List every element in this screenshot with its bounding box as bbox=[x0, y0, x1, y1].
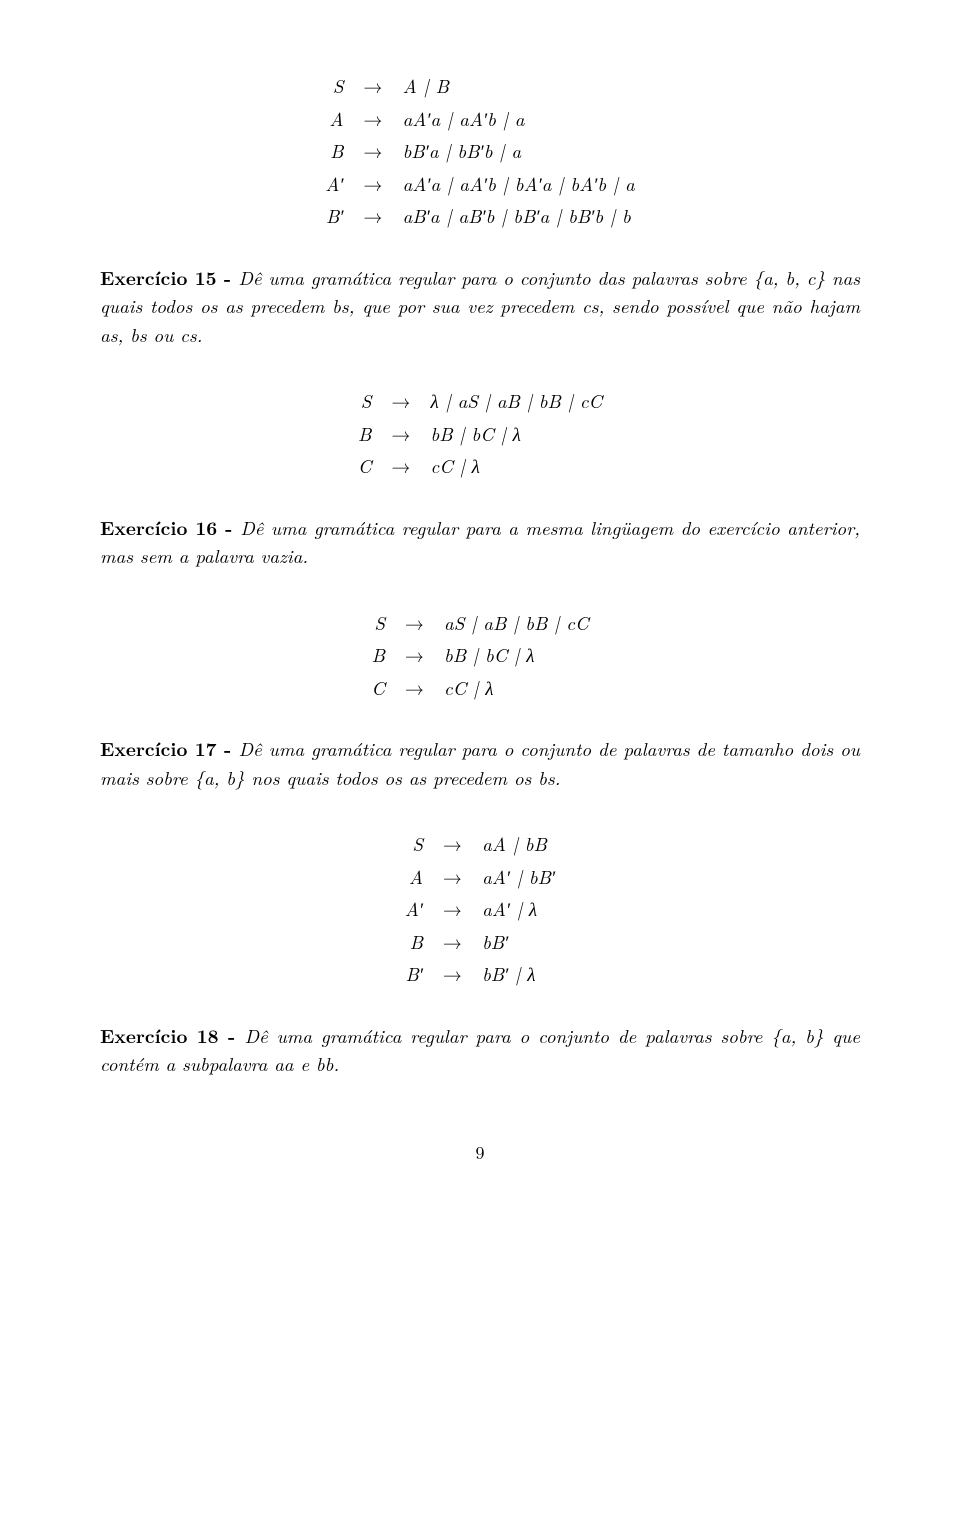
rule-left: S bbox=[319, 70, 349, 103]
rule-right: bB′ | λ bbox=[476, 958, 561, 991]
rule-right: aA′a | aA′b | a bbox=[397, 103, 641, 136]
exercise-15-para: Exercício 15 - Dê uma gramática regular … bbox=[100, 263, 860, 350]
exercise-15-title: Exercício 15 - bbox=[100, 263, 238, 291]
rule-right: aA | bB bbox=[476, 828, 561, 861]
grammar-row: S → A | B bbox=[319, 70, 640, 103]
rule-right: bB | bC | λ bbox=[424, 418, 608, 451]
rule-right: aS | aB | bB | cC bbox=[438, 607, 595, 640]
rule-arrow: → bbox=[377, 450, 424, 483]
rule-left: C bbox=[352, 450, 378, 483]
grammar-row: S → aA | bB bbox=[399, 828, 561, 861]
rule-arrow: → bbox=[350, 168, 397, 201]
rule-right: bB | bC | λ bbox=[438, 639, 595, 672]
rule-left: A′ bbox=[319, 168, 349, 201]
rule-arrow: → bbox=[350, 103, 397, 136]
grammar-row: S → λ | aS | aB | bB | cC bbox=[352, 385, 608, 418]
rule-right: λ | aS | aB | bB | cC bbox=[424, 385, 608, 418]
rule-left: B bbox=[352, 418, 378, 451]
exercise-16-para: Exercício 16 - Dê uma gramática regular … bbox=[100, 513, 860, 571]
rule-arrow: → bbox=[377, 418, 424, 451]
rule-right: cC | λ bbox=[438, 672, 595, 705]
rule-arrow: → bbox=[429, 926, 476, 959]
rule-arrow: → bbox=[429, 861, 476, 894]
rule-left: B bbox=[319, 135, 349, 168]
grammar-block-3: S → aS | aB | bB | cC B → bB | bC | λ C … bbox=[365, 607, 594, 705]
rule-right: aB′a | aB′b | bB′a | bB′b | b bbox=[397, 200, 641, 233]
grammar-row: A → aA′a | aA′b | a bbox=[319, 103, 640, 136]
rule-left: A bbox=[399, 861, 429, 894]
rule-right: A | B bbox=[397, 70, 641, 103]
grammar-row: B → bB′a | bB′b | a bbox=[319, 135, 640, 168]
grammar-row: S → aS | aB | bB | cC bbox=[365, 607, 594, 640]
rule-left: C bbox=[365, 672, 391, 705]
rule-right: aA′ | λ bbox=[476, 893, 561, 926]
grammar-block-4: S → aA | bB A → aA′ | bB′ A′ → aA′ | λ B… bbox=[399, 828, 561, 991]
exercise-18-para: Exercício 18 - Dê uma gramática regular … bbox=[100, 1021, 860, 1079]
grammar-row: B → bB | bC | λ bbox=[352, 418, 608, 451]
rule-arrow: → bbox=[391, 607, 438, 640]
rule-right: aA′a | aA′b | bA′a | bA′b | a bbox=[397, 168, 641, 201]
grammar-row: C → cC | λ bbox=[352, 450, 608, 483]
rule-arrow: → bbox=[350, 70, 397, 103]
rule-left: A′ bbox=[399, 893, 429, 926]
grammar-row: B → bB′ bbox=[399, 926, 561, 959]
page-number: 9 bbox=[100, 1139, 860, 1166]
rule-right: bB′ bbox=[476, 926, 561, 959]
grammar-row: A → aA′ | bB′ bbox=[399, 861, 561, 894]
rule-left: B′ bbox=[319, 200, 349, 233]
grammar-row: C → cC | λ bbox=[365, 672, 594, 705]
rule-arrow: → bbox=[377, 385, 424, 418]
exercise-16-title: Exercício 16 - bbox=[100, 513, 240, 541]
rule-arrow: → bbox=[350, 200, 397, 233]
rule-left: B bbox=[399, 926, 429, 959]
grammar-row: B′ → aB′a | aB′b | bB′a | bB′b | b bbox=[319, 200, 640, 233]
rule-left: B bbox=[365, 639, 391, 672]
rule-left: S bbox=[365, 607, 391, 640]
grammar-row: A′ → aA′a | aA′b | bA′a | bA′b | a bbox=[319, 168, 640, 201]
rule-arrow: → bbox=[391, 672, 438, 705]
exercise-17-para: Exercício 17 - Dê uma gramática regular … bbox=[100, 734, 860, 792]
rule-right: bB′a | bB′b | a bbox=[397, 135, 641, 168]
rule-right: cC | λ bbox=[424, 450, 608, 483]
exercise-17-title: Exercício 17 - bbox=[100, 734, 239, 762]
rule-left: B′ bbox=[399, 958, 429, 991]
exercise-18-title: Exercício 18 - bbox=[100, 1021, 245, 1049]
rule-left: S bbox=[352, 385, 378, 418]
rule-left: S bbox=[399, 828, 429, 861]
rule-arrow: → bbox=[429, 958, 476, 991]
grammar-row: B′ → bB′ | λ bbox=[399, 958, 561, 991]
grammar-block-1: S → A | B A → aA′a | aA′b | a B → bB′a |… bbox=[319, 70, 640, 233]
rule-arrow: → bbox=[391, 639, 438, 672]
grammar-block-2: S → λ | aS | aB | bB | cC B → bB | bC | … bbox=[352, 385, 608, 483]
rule-arrow: → bbox=[350, 135, 397, 168]
rule-left: A bbox=[319, 103, 349, 136]
rule-arrow: → bbox=[429, 893, 476, 926]
rule-arrow: → bbox=[429, 828, 476, 861]
grammar-row: B → bB | bC | λ bbox=[365, 639, 594, 672]
grammar-row: A′ → aA′ | λ bbox=[399, 893, 561, 926]
rule-right: aA′ | bB′ bbox=[476, 861, 561, 894]
